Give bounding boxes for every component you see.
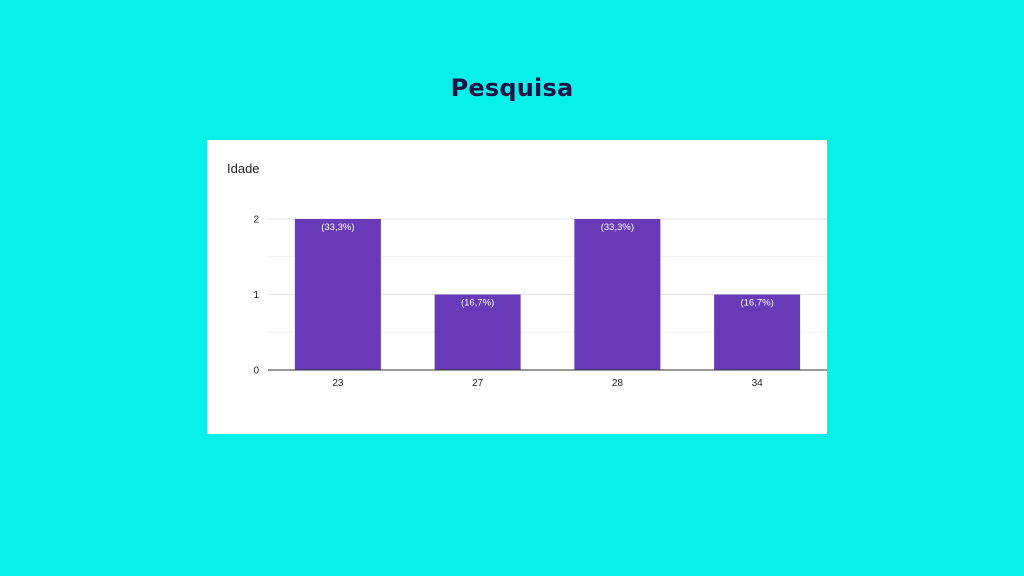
y-tick-label: 1 bbox=[253, 290, 259, 301]
bar-data-label: (33,3%) bbox=[601, 222, 634, 233]
bar-34 bbox=[714, 294, 801, 370]
bar-data-label: (16,7%) bbox=[461, 298, 494, 309]
chart-title: Idade bbox=[227, 161, 260, 176]
slide-title: Pesquisa bbox=[450, 74, 574, 102]
bar-data-label: (33,3%) bbox=[321, 222, 354, 233]
bar-chart: Idade (33,3%) (16,7%) (33,3%) (16,7%) 0 1 2 23… bbox=[227, 161, 827, 389]
chart-axes: 0 1 2 23 27 28 34 bbox=[253, 215, 827, 389]
chart-card: Idade (33,3%) (16,7%) (33,3%) (16,7%) 0 1 2 23… bbox=[207, 140, 827, 434]
bar-27 bbox=[434, 294, 521, 370]
bar-data-label: (16,7%) bbox=[740, 298, 773, 309]
y-tick-label: 0 bbox=[253, 366, 259, 377]
y-tick-label: 2 bbox=[253, 215, 259, 226]
x-tick-label: 34 bbox=[752, 378, 764, 389]
x-tick-label: 28 bbox=[612, 378, 624, 389]
bar-28 bbox=[574, 219, 661, 370]
bar-23 bbox=[294, 219, 381, 370]
x-tick-label: 23 bbox=[332, 378, 344, 389]
chart-bars: (33,3%) (16,7%) (33,3%) (16,7%) bbox=[294, 219, 801, 370]
x-tick-label: 27 bbox=[472, 378, 484, 389]
